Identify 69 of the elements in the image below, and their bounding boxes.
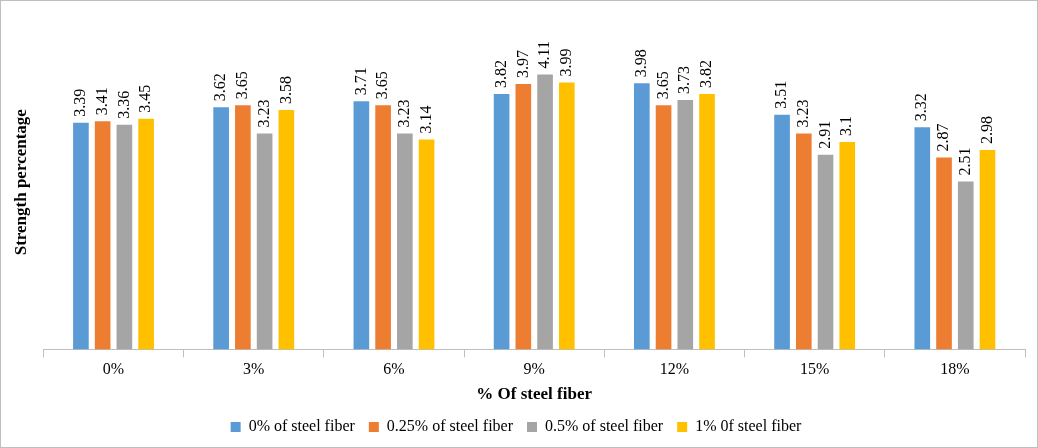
data-label: 3.14: [416, 105, 434, 134]
x-tick-label: 15%: [799, 360, 830, 378]
data-label: 3.65: [653, 71, 671, 100]
bar: [957, 181, 974, 350]
bar: [914, 127, 931, 350]
bar: [979, 150, 996, 350]
data-label: 3.1: [837, 116, 855, 137]
x-tick-label: 9%: [523, 360, 545, 378]
x-tick-label: 6%: [383, 360, 405, 378]
data-label: 3.23: [254, 99, 272, 128]
data-label: 3.82: [491, 59, 509, 88]
legend-label: 0.5% of steel fiber: [545, 417, 664, 435]
data-label: 3.98: [632, 49, 650, 78]
bar: [839, 142, 856, 350]
data-label: 3.65: [233, 71, 251, 100]
data-label: 3.82: [697, 59, 715, 88]
data-label: 3.71: [351, 67, 369, 96]
bar: [353, 101, 370, 350]
data-label: 2.51: [955, 147, 973, 176]
data-label: 3.39: [71, 88, 89, 117]
legend-label: 0.25% of steel fiber: [386, 417, 514, 435]
bar: [493, 93, 510, 350]
bar: [213, 107, 229, 350]
data-label: 3.99: [557, 48, 575, 77]
bar: [73, 122, 89, 350]
bar: [774, 114, 790, 350]
legend-label: 1% 0f steel fiber: [695, 417, 803, 435]
bar: [795, 133, 812, 350]
bar: [375, 105, 391, 350]
x-tick-label: 3%: [243, 360, 265, 378]
data-label: 3.58: [276, 75, 294, 104]
bar: [278, 109, 295, 350]
data-label: 2.91: [815, 120, 833, 149]
x-tick-label: 0%: [102, 360, 125, 378]
x-axis-title: % Of steel fiber: [476, 384, 593, 404]
data-label: 2.98: [977, 116, 995, 145]
data-label: 2.87: [934, 123, 952, 152]
data-label: 3.45: [136, 84, 154, 113]
data-label: 3.23: [395, 99, 413, 128]
y-axis-title: Strength percentage: [10, 108, 30, 256]
x-tick-label: 12%: [659, 360, 690, 378]
data-label: 4.11: [535, 41, 553, 69]
data-label: 3.51: [772, 80, 790, 109]
bar: [677, 99, 694, 350]
data-label: 3.97: [513, 49, 531, 78]
bar: [817, 154, 834, 350]
bar: [634, 83, 650, 350]
data-label: 3.73: [675, 65, 693, 94]
bar: [537, 74, 553, 350]
bar: [515, 83, 532, 350]
bar: [94, 121, 111, 350]
bar: [699, 93, 715, 350]
bar: [138, 118, 154, 350]
data-label: 3.41: [92, 87, 110, 116]
data-label: 3.23: [793, 99, 811, 128]
data-label: 3.32: [912, 93, 930, 122]
bar: [256, 133, 273, 350]
bar: [418, 139, 435, 350]
bar: [397, 133, 413, 350]
bar: [558, 82, 575, 350]
bar: [116, 124, 133, 350]
data-label: 3.36: [114, 90, 132, 119]
bar: [936, 157, 952, 350]
data-label: 3.62: [211, 73, 229, 102]
bar: [235, 105, 251, 350]
legend-label: 0% of steel fiber: [248, 417, 356, 435]
bar: [655, 105, 672, 350]
x-tick-label: 18%: [940, 360, 970, 378]
data-label: 3.65: [373, 71, 391, 100]
